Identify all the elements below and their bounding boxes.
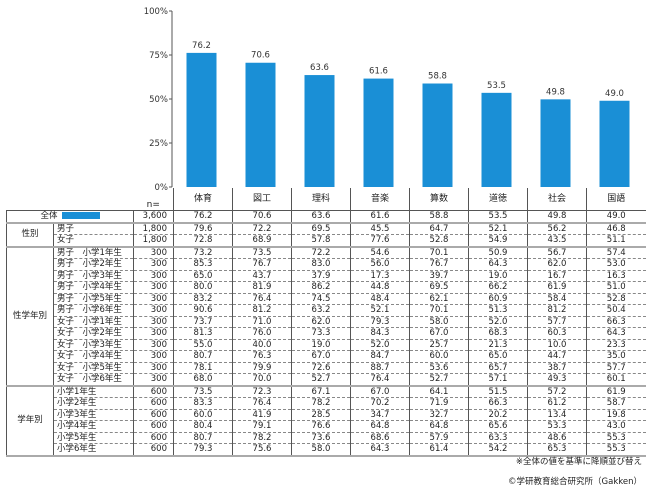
table-row: 男子 小学6年生 300 90.6 81.2 63.2 52.1 70.1 51.3 81.2 5… (7, 304, 646, 317)
group-label: 性別 (6, 222, 54, 248)
table-header: n= 体育 図工 理科 音楽 算数 道徳 社会 国語 (6, 188, 646, 211)
bar (363, 78, 394, 187)
bar (422, 83, 453, 187)
column-header: 理科 (291, 188, 351, 211)
total-label: 全体 (6, 210, 134, 224)
column-header: 社会 (527, 188, 587, 211)
y-tick-label: 25% (149, 139, 168, 149)
column-header: 音楽 (350, 188, 410, 211)
column-header: 道徳 (468, 188, 528, 211)
bar (245, 62, 276, 187)
n-header: n= (133, 188, 174, 211)
bar (599, 100, 630, 187)
column-header: 算数 (409, 188, 469, 211)
y-tick-label: 50% (149, 95, 168, 105)
bar (186, 52, 217, 187)
table-row: 性学年別 男子 小学1年生 300 73.2 73.5 72.2 54.6 70.1 50.9 5… (6, 246, 646, 387)
y-tick-label: 0% (155, 183, 169, 190)
table-row: 男子 小学3年生 300 65.0 43.7 37.9 17.3 39.7 19.0 16.7 1… (7, 270, 646, 282)
data-label: 58.8 (428, 72, 447, 82)
table-row: 女子 1,800 72.8 68.9 57.8 77.6 52.8 54.9 43.5 51.1 (7, 234, 646, 248)
table-row: 小学4年生 600 80.4 79.1 76.6 64.8 64.8 65.6 53.3 43.0 (7, 420, 646, 433)
bar (481, 92, 512, 187)
table-row: 性別 男子 1,800 79.6 72.2 69.5 45.5 64.7 52.1 56.2 46.… (6, 222, 646, 248)
table-row: 女子 小学2年生 300 81.3 76.0 73.3 84.3 67.0 68.3 60.3 6… (7, 327, 646, 340)
y-tick-label: 75% (149, 51, 168, 61)
group-label: 学年別 (6, 385, 54, 457)
column-header: 図工 (232, 188, 292, 211)
table-row: 小学6年生 600 79.3 75.6 58.0 64.3 61.4 54.2 65.3 55.3 (7, 443, 646, 457)
legend-swatch (61, 212, 100, 219)
data-label: 61.6 (369, 67, 388, 77)
data-label: 49.8 (546, 87, 565, 97)
table-row: 女子 小学4年生 300 80.7 76.3 67.0 84.7 60.0 65.0 44.7 3… (7, 350, 646, 363)
column-header: 国語 (586, 188, 646, 211)
data-label: 53.5 (487, 81, 506, 91)
column-header: 体育 (173, 188, 233, 211)
bar-chart: 0% 25% 50% 75% 100% 76.2 70.6 63.6 61.6 58.8 53.5 4… (144, 7, 630, 190)
table-row: 女子 小学3年生 300 55.0 40.0 19.0 52.0 25.7 21.3 10.0 2… (7, 339, 646, 351)
table-row: 男子 小学5年生 300 83.2 76.4 74.5 48.4 62.1 60.9 58.4 5… (7, 293, 646, 305)
data-table: n= 体育 図工 理科 音楽 算数 道徳 社会 国語 全体 3,600 76.2 70.6 63.6 61.… (6, 188, 646, 457)
credit: ©学研教育総合研究所（Gakken） (508, 477, 642, 487)
table-row: 小学5年生 600 80.7 78.2 73.6 68.6 57.9 63.3 48.6 55.3 (7, 432, 646, 444)
table-row: 小学3年生 600 60.0 41.9 28.5 34.7 32.7 20.2 13.4 19.8 (7, 409, 646, 421)
table-row: 女子 小学6年生 300 68.0 70.0 52.7 76.4 52.7 57.1 49.3 6… (7, 373, 646, 387)
table-row: 女子 小学1年生 300 73.7 71.0 62.0 79.3 58.0 52.0 57.7 6… (7, 316, 646, 328)
data-label: 49.0 (605, 89, 624, 99)
group-label: 性学年別 (6, 246, 54, 387)
table-row: 男子 小学4年生 300 80.0 81.9 86.2 44.8 69.5 66.2 61.9 5… (7, 281, 646, 294)
sort-note: ※全体の値を基準に降順並び替え (515, 457, 642, 467)
table-row: 小学2年生 600 83.3 76.4 78.2 70.2 71.9 66.3 61.2 58.7 (7, 397, 646, 410)
bar (304, 75, 335, 187)
data-label: 76.2 (192, 41, 211, 51)
bar (540, 99, 571, 187)
y-tick-label: 100% (144, 7, 168, 17)
data-label: 63.6 (310, 63, 329, 73)
table-row: 男子 小学2年生 300 85.3 76.7 83.0 56.0 76.7 64.3 62.0 5… (7, 258, 646, 271)
data-label: 70.6 (251, 51, 270, 61)
table-row: 女子 小学5年生 300 78.1 79.9 72.6 88.7 53.6 65.7 38.7 5… (7, 362, 646, 374)
table-row: 全体 3,600 76.2 70.6 63.6 61.6 58.8 53.5 49.8 49.0 (6, 210, 646, 224)
table-row: 学年別 小学1年生 600 73.5 72.3 67.1 67.0 64.1 51.5 57.2 6… (6, 385, 646, 457)
